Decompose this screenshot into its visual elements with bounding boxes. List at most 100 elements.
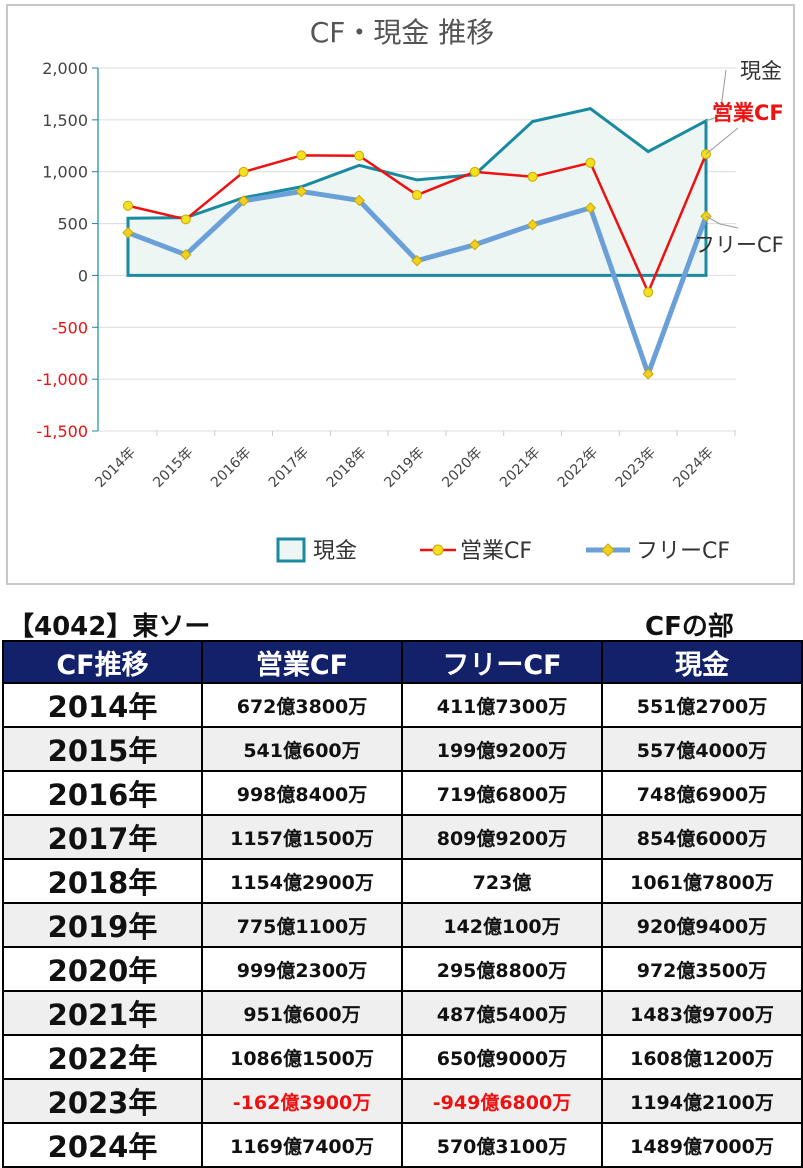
operating-cf-point	[527, 171, 538, 182]
y-tick-label: -1,500	[36, 422, 88, 441]
free-cf-point	[642, 368, 654, 380]
y-tick-label: 500	[57, 215, 88, 234]
operating-cf-point	[354, 150, 365, 161]
table-cell-value: 672億3800万	[201, 682, 403, 728]
table-cell-year: 2024年	[2, 1122, 203, 1168]
x-tick-label: 2024年	[670, 445, 716, 491]
x-tick-label: 2020年	[439, 445, 485, 491]
table-cell-value: 1608億1200万	[601, 1034, 803, 1080]
operating-cf-point	[585, 157, 596, 168]
free-cf-point	[353, 194, 365, 207]
operating-cf-point	[643, 287, 654, 298]
table-row: 2018年 1154億2900万 723億 1061億7800万	[2, 858, 803, 904]
operating-cf-point	[469, 166, 480, 177]
table-cell-value: 1086億1500万	[201, 1034, 403, 1080]
free-cf-point	[122, 226, 134, 239]
table-cell-year: 2019年	[2, 902, 203, 948]
x-tick-label: 2016年	[208, 445, 254, 491]
table-row: 2017年 1157億1500万 809億9200万 854億6000万	[2, 814, 803, 860]
y-tick-label: 1,000	[42, 163, 88, 182]
table-cell-value: 650億9000万	[401, 1034, 603, 1080]
table-cell-value: 1061億7800万	[601, 858, 803, 904]
y-tick-label: 0	[78, 266, 88, 285]
cf-cash-chart: CF・現金 推移 2,000 1,500 1,000 500 0 -500 -1,000 -1,…	[36, 16, 784, 564]
table-cell-year: 2021年	[2, 990, 203, 1036]
cash-annotation: 現金	[740, 59, 782, 83]
table-cell-value: 972億3500万	[601, 946, 803, 992]
y-tick-label: -500	[52, 318, 88, 337]
table-cell-value: 1154億2900万	[201, 858, 403, 904]
free-cf-point	[526, 219, 539, 231]
table-cell-year: 2020年	[2, 946, 203, 992]
header-cf-trend: CF推移	[2, 640, 203, 684]
table-row: 2024年 1169億7400万 570億3100万 1489億7000万	[2, 1122, 803, 1168]
table-cell-value: 951億600万	[201, 990, 403, 1036]
table-header-row: CF推移 営業CF フリーCF 現金	[2, 640, 803, 684]
legend-swatch-cash	[276, 537, 306, 563]
cf-table: CF推移 営業CF フリーCF 現金 2014年 672億3800万 411億730…	[2, 640, 803, 1168]
table-cell-value: 854億6000万	[601, 814, 803, 860]
x-tick-label: 2023年	[613, 445, 659, 491]
section-title: CFの部	[645, 612, 734, 642]
table-cell-value: 199億9200万	[401, 726, 603, 772]
free-cf-point	[411, 254, 423, 267]
table-cell-value: 487億5400万	[401, 990, 603, 1036]
operating-cf-point	[180, 214, 191, 225]
table-cell-year: 2017年	[2, 814, 203, 860]
free-cf-point	[295, 185, 308, 198]
table-cell-year: 2022年	[2, 1034, 203, 1080]
table-cell-value: 541億600万	[201, 726, 403, 772]
table-cell-value: 1194億2100万	[601, 1078, 803, 1124]
table-cell-value: 1169億7400万	[201, 1122, 403, 1168]
y-tick-label: 1,500	[42, 111, 88, 130]
table-cell-value: 1483億9700万	[601, 990, 803, 1036]
free-cf-point	[237, 195, 250, 207]
table-cell-value: 775億1100万	[201, 902, 403, 948]
free-cf-point	[180, 248, 192, 261]
table-cell-value: 295億8800万	[401, 946, 603, 992]
table-cell-year: 2018年	[2, 858, 203, 904]
cash-leader-line	[705, 69, 727, 122]
x-tick-label: 2021年	[497, 445, 543, 491]
table-row: 2021年 951億600万 487億5400万 1483億9700万	[2, 990, 803, 1036]
table-cell-value: 1157億1500万	[201, 814, 403, 860]
free-cf-point	[469, 239, 481, 251]
operating-cf-point	[412, 190, 422, 201]
table-cell-year: 2015年	[2, 726, 203, 772]
table-row: 2023年 -162億3900万 -949億6800万 1194億2100万	[2, 1078, 803, 1124]
table-cell-value: 719億6800万	[401, 770, 603, 816]
table-row: 2016年 998億8400万 719億6800万 748億6900万	[2, 770, 803, 816]
table-cell-value: 411億7300万	[401, 682, 603, 728]
operating-cf-annotation: 営業CF	[712, 101, 784, 125]
table-cell-year: 2016年	[2, 770, 203, 816]
x-tick-label: 2017年	[266, 445, 312, 491]
table-cell-value: 557億4000万	[601, 726, 803, 772]
header-free-cf: フリーCF	[401, 640, 603, 684]
table-row: 2014年 672億3800万 411億7300万 551億2700万	[2, 682, 803, 728]
legend-marker-operating-cf	[432, 544, 444, 556]
table-cell-value: 551億2700万	[601, 682, 803, 728]
table-cell-value: 723億	[401, 858, 603, 904]
company-title: 【4042】東ソー	[8, 612, 211, 642]
table-row: 2019年 775億1100万 142億100万 920億9400万	[2, 902, 803, 948]
table-row: 2020年 999億2300万 295億8800万 972億3500万	[2, 946, 803, 992]
table-cell-year: 2023年	[2, 1078, 203, 1124]
legend-label-free-cf: フリーCF	[636, 539, 730, 564]
legend-marker-free-cf	[601, 543, 615, 557]
table-cell-value: 999億2300万	[201, 946, 403, 992]
table-cell-value: 920億9400万	[601, 902, 803, 948]
header-operating-cf: 営業CF	[201, 640, 403, 684]
header-cash: 現金	[601, 640, 803, 684]
table-cell-value: 748億6900万	[601, 770, 803, 816]
table-cell-value: 809億9200万	[401, 814, 603, 860]
table-row: 2015年 541億600万 199億9200万 557億4000万	[2, 726, 803, 772]
operating-cf-point	[123, 200, 133, 211]
x-tick-label: 2022年	[555, 445, 601, 491]
operating-cf-leader-line	[705, 127, 739, 155]
table-cell-value: 142億100万	[401, 902, 603, 948]
y-tick-label: 2,000	[42, 59, 88, 78]
x-tick-label: 2019年	[381, 445, 427, 491]
operating-cf-point	[238, 166, 249, 177]
table-cell-value: 570億3100万	[401, 1122, 603, 1168]
chart-title: CF・現金 推移	[310, 16, 495, 49]
